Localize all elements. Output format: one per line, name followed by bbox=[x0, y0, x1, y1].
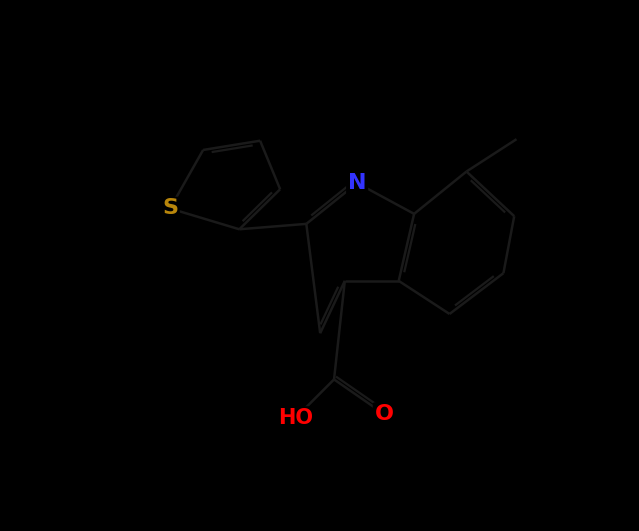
Text: S: S bbox=[162, 199, 178, 218]
Text: N: N bbox=[348, 173, 366, 193]
Text: HO: HO bbox=[278, 408, 313, 428]
Text: O: O bbox=[374, 404, 394, 424]
